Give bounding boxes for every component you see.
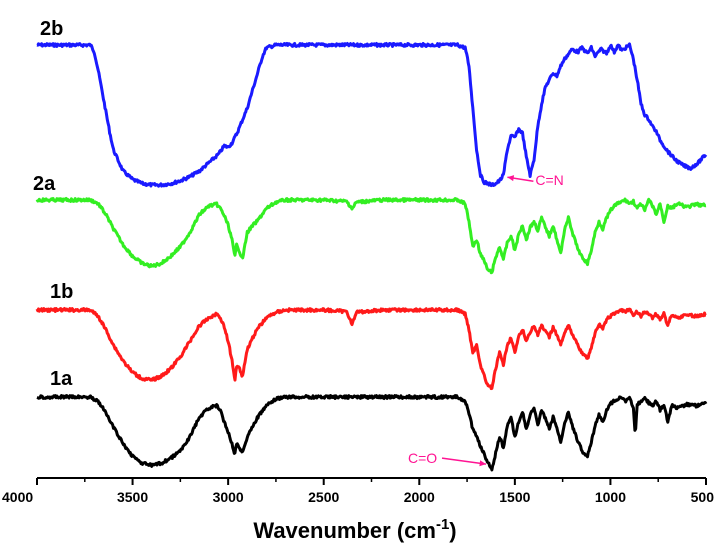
series-label-2a: 2a (33, 173, 56, 195)
x-axis-title-main: Wavenumber (cm (253, 518, 436, 543)
series-label-1b: 1b (50, 281, 73, 303)
annotation-0: C=N (507, 172, 564, 188)
series-line-1b (35, 307, 707, 391)
x-tick-label-2000: 2000 (404, 489, 435, 505)
x-axis-title-superscript: -1 (436, 516, 449, 533)
series-label-1a: 1a (50, 368, 73, 390)
x-tick-label-1500: 1500 (499, 489, 530, 505)
plot-area: 2b 2a 1b 1a C=N C=O (33, 18, 708, 472)
annotation-arrow-line-1 (441, 457, 487, 465)
series-line-1a (36, 394, 708, 472)
annotation-label-1: C=O (408, 450, 437, 466)
series-line-2a (35, 197, 707, 275)
x-axis-title: Wavenumber (cm-1) (253, 516, 456, 543)
x-tick-label-3500: 3500 (117, 489, 148, 505)
annotation-arrow-head-0 (507, 175, 515, 182)
x-tick-label-500: 500 (691, 489, 715, 505)
x-tick-label-2500: 2500 (308, 489, 339, 505)
x-tick-label-4000: 4000 (2, 489, 33, 505)
series-line-2b (36, 42, 708, 188)
annotation-label-0: C=N (535, 172, 563, 188)
annotation-arrow-head-1 (479, 460, 487, 467)
annotation-1: C=O (408, 450, 487, 467)
x-tick-label-1000: 1000 (595, 489, 626, 505)
x-tick-label-3000: 3000 (213, 489, 244, 505)
series-label-2b: 2b (40, 18, 63, 40)
x-axis: 4000 3500 3000 2500 2000 1500 1000 500 (2, 477, 715, 505)
x-axis-title-end: ) (449, 518, 456, 543)
